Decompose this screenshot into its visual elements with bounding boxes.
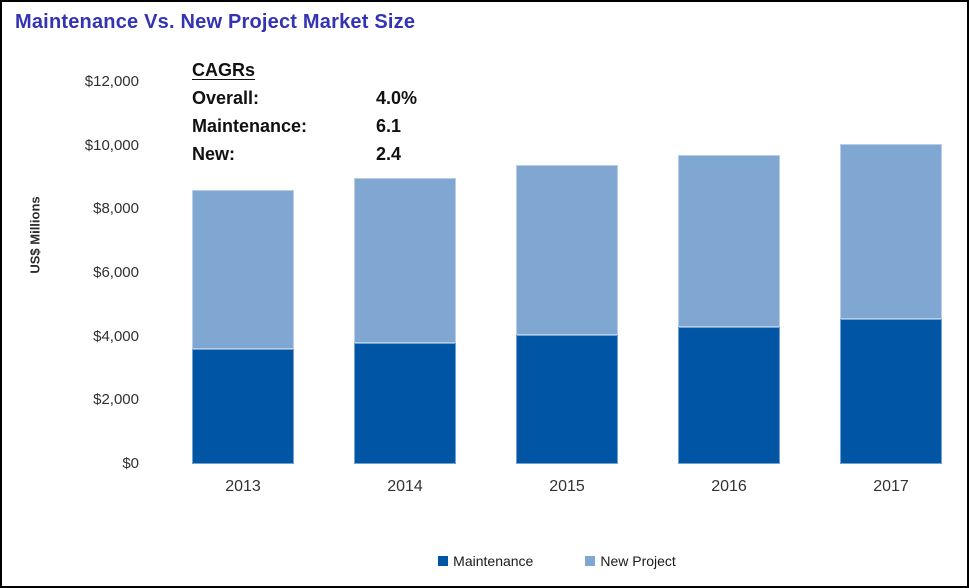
bar-segment-new-project-2015: [516, 164, 618, 336]
legend: Maintenance New Project: [157, 553, 957, 569]
maintenance-swatch-icon: [438, 556, 449, 566]
bar-segment-new-project-2014: [354, 177, 456, 344]
y-axis-tick-label: $0: [122, 455, 139, 472]
cagr-row-maintenance: Maintenance: 6.1: [192, 112, 432, 140]
x-axis-label-2013: 2013: [225, 478, 261, 495]
y-axis-tick-label: $10,000: [84, 136, 139, 154]
stacked-bar-2016: [678, 155, 780, 464]
legend-item-new-project: New Project: [585, 553, 676, 569]
legend-label-new-project: New Project: [600, 553, 676, 569]
bar-segment-new-project-2017: [840, 144, 942, 320]
bar-segment-maintenance-2017: [840, 319, 942, 464]
y-axis-tick-label: $2,000: [93, 391, 139, 409]
bar-segment-new-project-2016: [678, 155, 780, 328]
stacked-bar-2017: [840, 144, 942, 464]
y-axis-tick-label: $12,000: [84, 73, 139, 90]
y-axis-tick-label: $4,000: [93, 327, 139, 345]
bar-segment-maintenance-2013: [192, 349, 294, 464]
cagr-value-overall: 4.0%: [376, 88, 418, 108]
cagr-annotation: CAGRs Overall: 4.0% Maintenance: 6.1 New…: [192, 56, 432, 168]
bar-segment-maintenance-2014: [354, 343, 456, 464]
cagr-heading: CAGRs: [192, 60, 256, 80]
legend-label-maintenance: Maintenance: [453, 553, 534, 569]
legend-item-maintenance: Maintenance: [438, 553, 533, 569]
stacked-bar-2014: [354, 177, 456, 465]
new-project-swatch-icon: [585, 556, 596, 566]
stacked-bar-2013: [192, 190, 294, 464]
cagr-value-maintenance: 6.1: [376, 116, 402, 136]
y-axis-tick-label: $8,000: [93, 200, 139, 218]
x-axis-label-2015: 2015: [549, 478, 585, 495]
x-axis-label-2017: 2017: [873, 478, 909, 495]
chart-title: Maintenance Vs. New Project Market Size: [15, 11, 416, 33]
y-axis-tick-label: $6,000: [93, 264, 139, 281]
x-axis-label-2016: 2016: [711, 478, 747, 495]
cagr-row-overall: Overall: 4.0%: [192, 84, 432, 112]
bar-segment-maintenance-2015: [516, 335, 618, 464]
bar-segment-new-project-2013: [192, 190, 294, 350]
cagr-label-maintenance: Maintenance:: [192, 116, 308, 136]
cagr-label-overall: Overall:: [192, 88, 260, 108]
stacked-bar-2015: [516, 164, 618, 464]
cagr-row-new: New: 2.4: [192, 140, 432, 168]
cagr-value-new: 2.4: [376, 144, 402, 164]
x-axis-label-2014: 2014: [387, 478, 423, 495]
bar-segment-maintenance-2016: [678, 327, 780, 464]
cagr-label-new: New:: [192, 144, 236, 164]
